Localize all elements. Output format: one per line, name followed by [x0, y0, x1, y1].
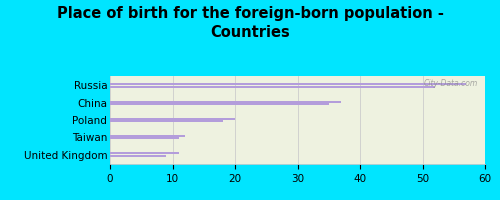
- Bar: [110, 152, 179, 154]
- Bar: [110, 86, 435, 88]
- Bar: [110, 118, 235, 120]
- Bar: [110, 135, 185, 137]
- Bar: [110, 120, 222, 122]
- Bar: [110, 83, 466, 85]
- Bar: [110, 155, 166, 157]
- Bar: [110, 103, 329, 105]
- Text: City-Data.com: City-Data.com: [423, 79, 478, 88]
- Text: Place of birth for the foreign-born population -
Countries: Place of birth for the foreign-born popu…: [56, 6, 444, 40]
- Bar: [110, 137, 179, 139]
- Bar: [110, 101, 341, 103]
